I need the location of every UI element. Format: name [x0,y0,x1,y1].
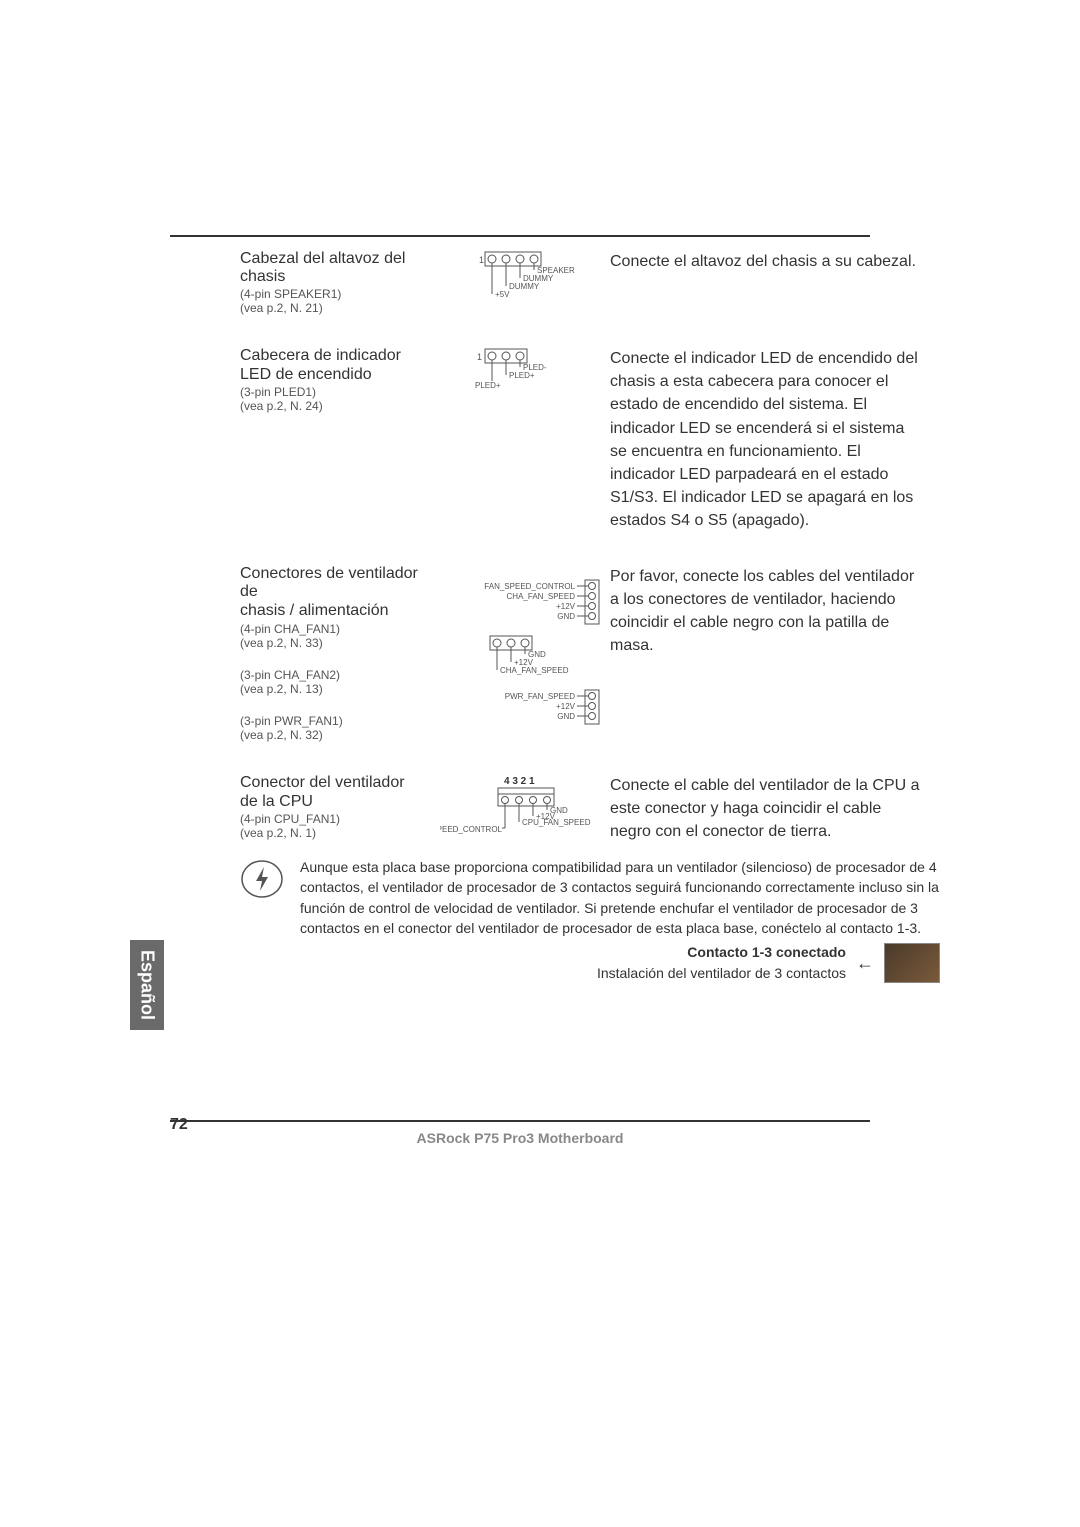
svg-text:CPU_FAN_SPEED: CPU_FAN_SPEED [522,818,591,827]
footer-rule [170,1120,870,1122]
svg-text:+12V: +12V [556,702,576,711]
fans-left: Conectores de ventilador de chasis / ali… [240,565,440,742]
bolt-icon [240,857,284,901]
cpufan-ref: (vea p.2, N. 1) [240,826,440,840]
pwrfan1-ref: (vea p.2, N. 32) [240,728,440,742]
section-fans: Conectores de ventilador de chasis / ali… [240,565,940,742]
pled-title1: Cabecera de indicador [240,347,440,365]
fans-title1: Conectores de ventilador de [240,565,440,601]
chafan2-ref: (vea p.2, N. 13) [240,682,440,696]
svg-text:CHA_FAN_SPEED: CHA_FAN_SPEED [500,666,569,675]
lbl-pled-plus2: PLED+ [475,381,501,390]
cpufan-title2: de la CPU [240,793,440,811]
lbl-5v: +5V [495,290,510,299]
chafan1-ref: (vea p.2, N. 33) [240,636,440,650]
chafan1-svg: FAN_SPEED_CONTROL CHA_FAN_SPEED +12V GND [445,578,605,628]
pled-pin1: 1 [477,352,482,362]
note-block: Aunque esta placa base proporciona compa… [240,857,940,983]
pled-desc: Conecte el indicador LED de encendido de… [610,347,920,533]
fans-title2: chasis / alimentación [240,602,440,620]
cpufan-title1: Conector del ventilador [240,774,440,792]
svg-text:GND: GND [557,612,575,621]
svg-text:+12V: +12V [556,602,576,611]
speaker-left: Cabezal del altavoz del chasis (4-pin SP… [240,250,440,315]
note-text: Aunque esta placa base proporciona compa… [300,857,940,983]
speaker-pin: (4-pin SPEAKER1) [240,287,440,301]
note-bottom: Contacto 1-3 conectado Instalación del v… [300,942,940,983]
pwrfan1-pin: (3-pin PWR_FAN1) [240,714,440,728]
svg-text:CHA_FAN_SPEED: CHA_FAN_SPEED [507,592,576,601]
language-tab: Español [130,940,164,1030]
cpufan-diagram: 4 3 2 1 GND +12V CPU_FAN_SPEED FAN_SPEED… [440,774,610,844]
pled-ref: (vea p.2, N. 24) [240,399,440,413]
chafan2-svg: GND +12V CHA_FAN_SPEED [460,634,590,682]
pwrfan1-svg: PWR_FAN_SPEED +12V GND [445,688,605,728]
lbl-dummy2: DUMMY [509,282,540,291]
svg-text:FAN_SPEED_CONTROL: FAN_SPEED_CONTROL [440,825,503,834]
fans-diagrams: FAN_SPEED_CONTROL CHA_FAN_SPEED +12V GND… [440,565,610,742]
section-cpufan: Conector del ventilador de la CPU (4-pin… [240,774,940,844]
lbl-pled-plus1: PLED+ [509,371,535,380]
section-speaker: Cabezal del altavoz del chasis (4-pin SP… [240,250,940,315]
note-body: Aunque esta placa base proporciona compa… [300,859,939,936]
pled-title2: LED de encendido [240,366,440,384]
cpufan-desc: Conecte el cable del ventilador de la CP… [610,774,920,844]
speaker-title: Cabezal del altavoz del chasis [240,250,440,286]
cpufan-left: Conector del ventilador de la CPU (4-pin… [240,774,440,844]
cpufan-pin: (4-pin CPU_FAN1) [240,812,440,826]
content: Cabezal del altavoz del chasis (4-pin SP… [240,250,940,983]
chafan1-pin: (4-pin CHA_FAN1) [240,622,440,636]
pled-pin: (3-pin PLED1) [240,385,440,399]
fan-photo-thumb [884,943,940,983]
speaker-ref: (vea p.2, N. 21) [240,301,440,315]
svg-text:FAN_SPEED_CONTROL: FAN_SPEED_CONTROL [484,582,575,591]
pled-diagram: 1 PLED- PLED+ PLED+ [440,347,610,533]
footer: ASRock P75 Pro3 Motherboard [170,1120,870,1146]
note-bold: Contacto 1-3 conectado [597,942,846,962]
fans-desc: Por favor, conecte los cables del ventil… [610,565,920,742]
svg-text:PWR_FAN_SPEED: PWR_FAN_SPEED [505,692,575,701]
speaker-desc: Conecte el altavoz del chasis a su cabez… [610,250,920,315]
note-caption: Instalación del ventilador de 3 contacto… [597,963,846,983]
top-rule [170,235,870,237]
pin1-mark: 1 [479,255,484,265]
chafan2-pin: (3-pin CHA_FAN2) [240,668,440,682]
section-pled: Cabecera de indicador LED de encendido (… [240,347,940,533]
pled-left: Cabecera de indicador LED de encendido (… [240,347,440,533]
page: Cabezal del altavoz del chasis (4-pin SP… [0,0,1080,1527]
footer-text: ASRock P75 Pro3 Motherboard [170,1130,870,1146]
svg-text:GND: GND [557,712,575,721]
speaker-diagram: 1 SPEAKER DUMMY DUMMY +5V [440,250,610,315]
arrow-icon: ← [856,950,874,976]
cpufan-nums: 4 3 2 1 [504,776,535,787]
